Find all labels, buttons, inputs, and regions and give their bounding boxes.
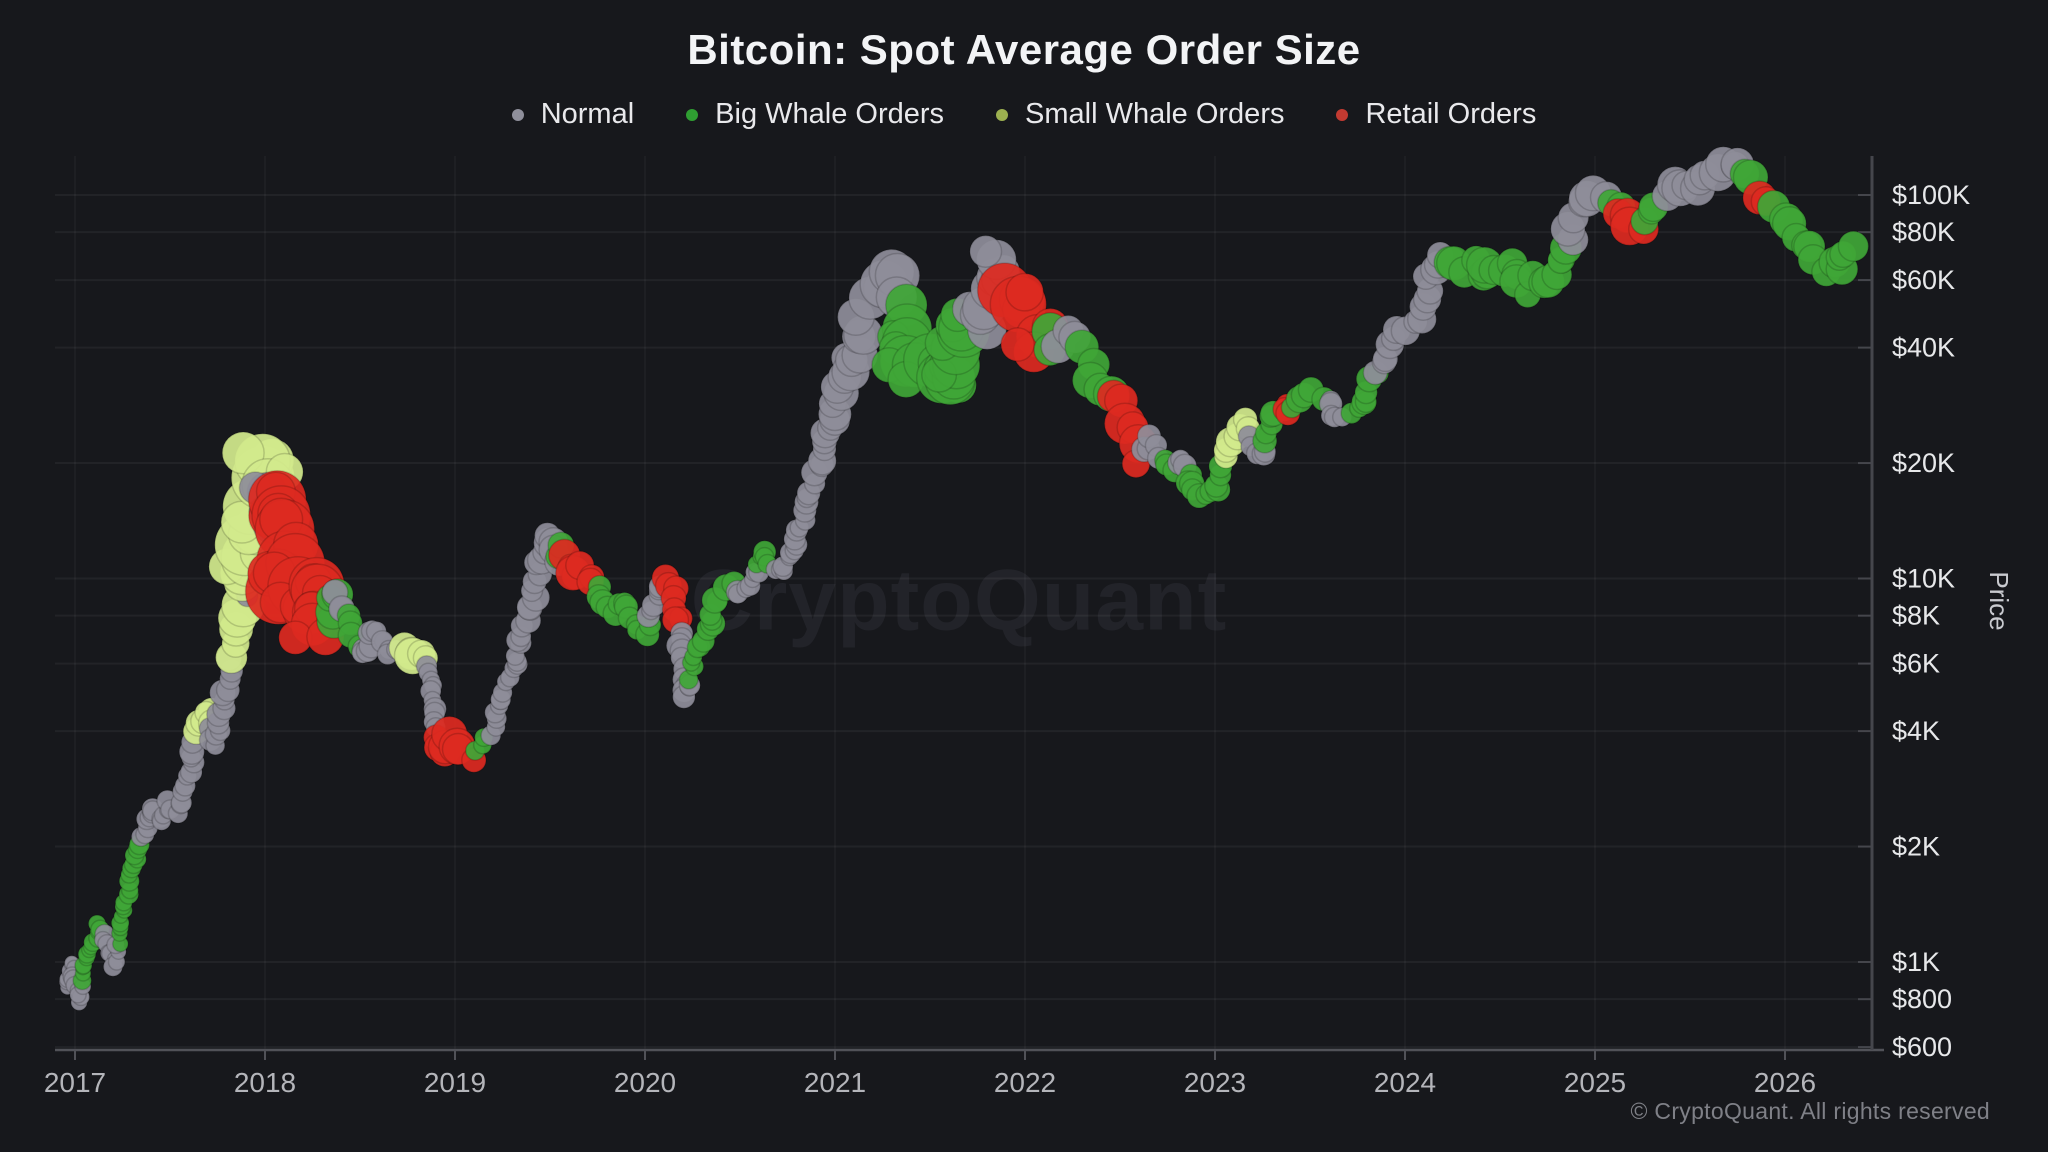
y-axis-label: $800	[1892, 984, 1952, 1014]
copyright-text: © CryptoQuant. All rights reserved	[1630, 1098, 1990, 1124]
legend-item-normal[interactable]: Normal	[511, 98, 635, 131]
chart-title: Bitcoin: Spot Average Order Size	[687, 26, 1361, 73]
legend: Normal Big Whale Orders Small Whale Orders…	[0, 98, 2048, 131]
y-axis-label: $20K	[1892, 448, 1955, 478]
legend-item-retail[interactable]: Retail Orders	[1336, 98, 1536, 131]
x-axis-label: 2017	[44, 1067, 106, 1098]
data-point[interactable]	[969, 234, 1003, 268]
legend-label: Normal	[540, 98, 635, 130]
legend-dot-small	[996, 108, 1009, 121]
y-axis-label: $4K	[1892, 716, 1940, 746]
y-axis-label: $80K	[1892, 217, 1955, 247]
y-axis-label: $10K	[1892, 564, 1955, 594]
x-axis-label: 2026	[1754, 1067, 1816, 1098]
legend-dot-big	[686, 108, 699, 121]
y-axis-label: $60K	[1892, 265, 1955, 295]
x-axis-label: 2022	[994, 1067, 1056, 1098]
legend-item-big[interactable]: Big Whale Orders	[686, 98, 944, 131]
data-points-layer	[58, 145, 1870, 1012]
x-axis-label: 2021	[804, 1067, 866, 1098]
legend-dot-normal	[511, 108, 524, 121]
data-point[interactable]	[1005, 272, 1045, 312]
y-axis-label: $40K	[1892, 333, 1955, 363]
y-axis-label: $8K	[1892, 601, 1940, 631]
x-axis-label: 2023	[1184, 1067, 1246, 1098]
legend-label: Big Whale Orders	[715, 98, 945, 130]
y-axis-title: Price	[1984, 571, 2014, 630]
legend-label: Small Whale Orders	[1025, 98, 1285, 130]
y-axis-label: $100K	[1892, 180, 1970, 210]
data-point[interactable]	[1837, 230, 1870, 263]
y-axis-label: $6K	[1892, 649, 1940, 679]
x-axis-label: 2018	[234, 1067, 296, 1098]
x-axis-label: 2020	[614, 1067, 676, 1098]
legend-item-small[interactable]: Small Whale Orders	[996, 98, 1284, 131]
x-axis-label: 2019	[424, 1067, 486, 1098]
y-axis-label: $1K	[1892, 947, 1940, 977]
legend-label: Retail Orders	[1365, 98, 1537, 130]
data-point[interactable]	[1000, 327, 1035, 362]
x-axis-label: 2024	[1374, 1067, 1436, 1098]
y-axis-label: $600	[1892, 1032, 1952, 1062]
x-axis-label: 2025	[1564, 1067, 1626, 1098]
y-axis-label: $2K	[1892, 832, 1940, 862]
legend-dot-retail	[1336, 108, 1349, 121]
